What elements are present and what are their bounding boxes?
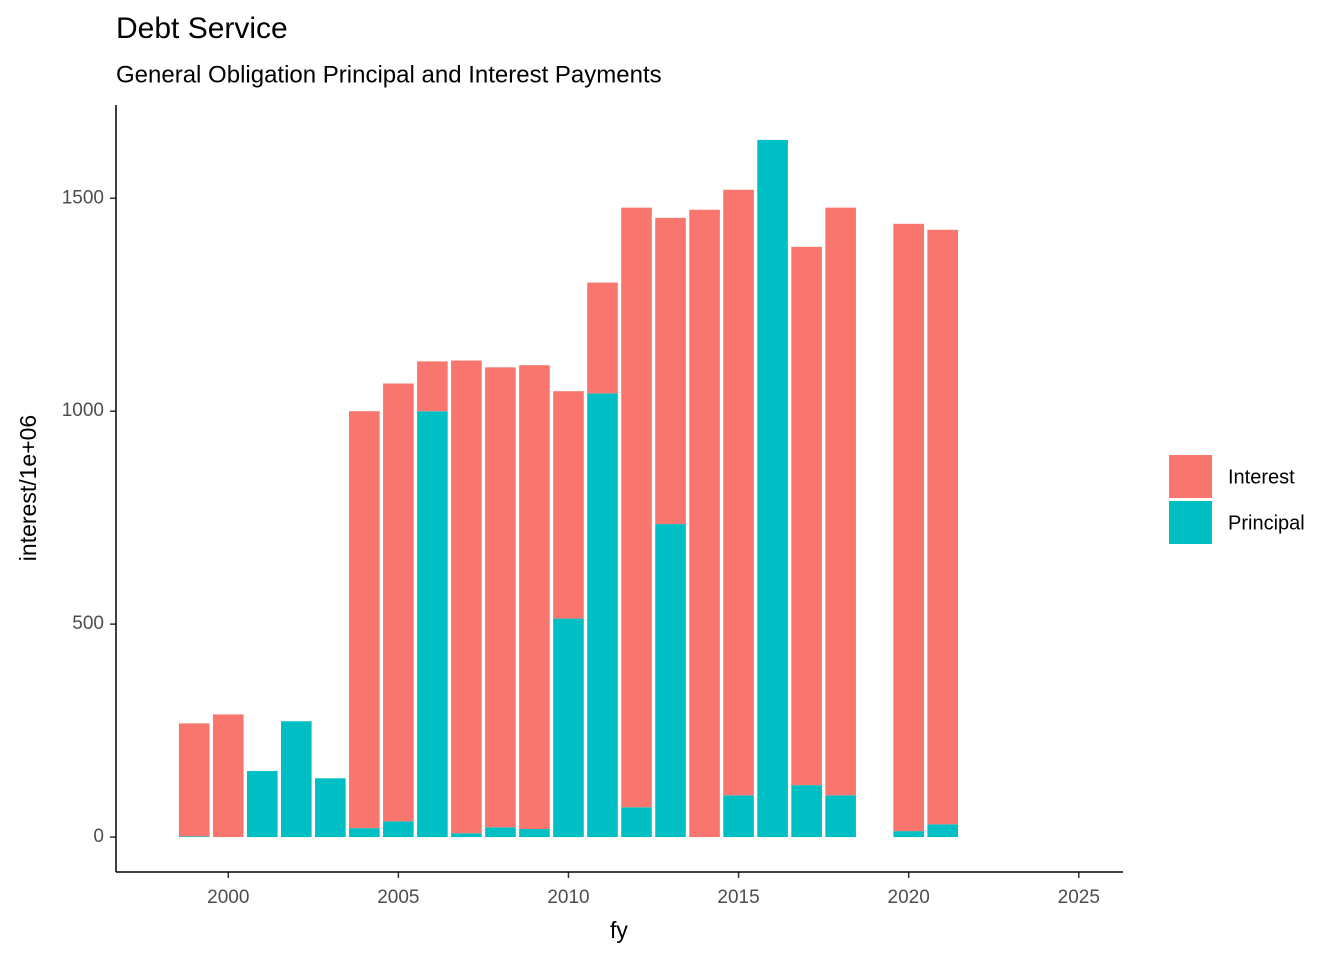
chart-subtitle: General Obligation Principal and Interes… — [116, 61, 662, 88]
bar-segment — [723, 189, 754, 796]
bar-segment — [893, 831, 924, 838]
bar-segment — [825, 207, 856, 796]
x-tick-label: 2025 — [1058, 887, 1100, 908]
bar-segment — [451, 360, 482, 834]
bar-segment — [927, 824, 959, 838]
y-axis-title: interest/1e+06 — [15, 415, 41, 561]
bar-segment — [553, 618, 584, 838]
y-tick-label: 0 — [93, 826, 104, 847]
bar-segment — [587, 282, 618, 394]
bar-segment — [451, 833, 482, 838]
bar-segment — [417, 411, 448, 838]
bar-segment — [383, 383, 414, 822]
x-tick-label: 2000 — [207, 887, 249, 908]
bar-segment — [315, 778, 346, 838]
x-tick-label: 2015 — [717, 887, 759, 908]
bar-segment — [621, 807, 652, 838]
bar-segment — [723, 795, 754, 838]
y-tick-label: 1500 — [62, 187, 104, 208]
bar-segment — [757, 139, 788, 838]
bar-segment — [655, 524, 686, 838]
bar-segment — [417, 361, 448, 412]
bar-segment — [383, 821, 414, 838]
legend-swatch — [1169, 455, 1212, 498]
bar-segment — [927, 229, 959, 825]
bar-segment — [519, 828, 550, 838]
legend-swatch — [1169, 501, 1212, 544]
y-tick-label: 500 — [72, 613, 104, 634]
chart-title: Debt Service — [116, 12, 288, 45]
bar-segment — [655, 217, 686, 525]
x-tick-label: 2010 — [547, 887, 589, 908]
x-tick-label: 2020 — [888, 887, 930, 908]
legend-label: Principal — [1228, 512, 1305, 534]
bar-segment — [349, 828, 380, 838]
bar-segment — [553, 391, 584, 619]
legend-label: Interest — [1228, 466, 1295, 488]
bar-segment — [485, 827, 516, 838]
bar-segment — [791, 785, 822, 838]
x-tick-label: 2005 — [377, 887, 419, 908]
bar-segment — [621, 207, 652, 808]
bar-segment — [212, 714, 244, 838]
bar-segment — [246, 771, 278, 838]
x-axis-title: fy — [610, 917, 628, 943]
bar-segment — [280, 721, 312, 838]
bar-segment — [587, 393, 618, 838]
bar-segment — [825, 795, 856, 838]
bar-segment — [519, 365, 550, 829]
bar-segment — [893, 223, 924, 832]
bar-segment — [178, 723, 210, 837]
bar-segment — [689, 209, 720, 838]
bar-segment — [349, 411, 380, 829]
y-tick-label: 1000 — [62, 400, 104, 421]
bar-segment — [485, 367, 516, 828]
bar-segment — [791, 246, 822, 786]
bar-segment — [178, 836, 210, 838]
